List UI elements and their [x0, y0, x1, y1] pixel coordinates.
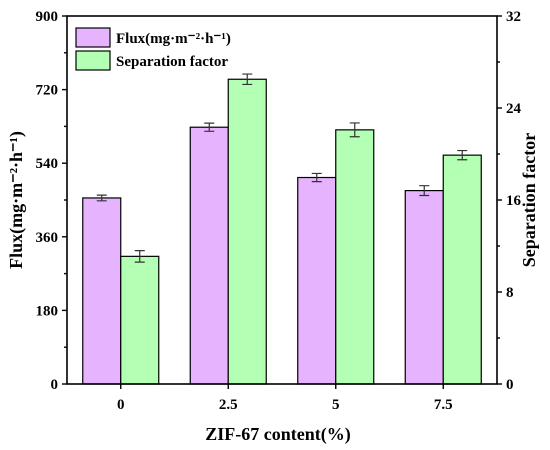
bar-flux-0: [82, 197, 122, 385]
bars-layer: [82, 78, 482, 385]
y-right-tick-label-8: 8: [506, 285, 514, 301]
x-tick-label-2.5: 2.5: [219, 397, 238, 413]
bar-separation-factor-7.5: [442, 154, 482, 385]
error-bar-flux-5: [311, 172, 322, 183]
bar-flux-5: [297, 176, 337, 385]
legend-swatch-separation-factor: [75, 50, 111, 71]
error-bar-separation-factor-0: [134, 250, 145, 263]
axes-layer: 0 2.5 5 7.5 0 180 360 540 720 900 0 8 16 24 32: [36, 9, 522, 413]
legend-label-flux: Flux(mg·m⁻²·h⁻¹): [116, 31, 231, 47]
y-axis-title-right: Separation factor: [519, 133, 539, 267]
x-tick-label-7.5: 7.5: [434, 397, 453, 413]
y-left-tick-label-360: 360: [36, 230, 59, 246]
y-right-tick-label-24: 24: [506, 101, 522, 117]
bar-separation-factor-0: [120, 255, 160, 385]
x-axis-title: ZIF-67 content(%): [205, 424, 350, 445]
y-left-tick-label-0: 0: [51, 377, 59, 393]
y-right-tick-label-32: 32: [506, 9, 521, 25]
bar-separation-factor-2.5: [227, 78, 267, 385]
legend-swatch-flux: [75, 27, 111, 48]
legend: Flux(mg·m⁻²·h⁻¹) Separation factor: [75, 27, 231, 71]
error-bar-flux-2.5: [204, 122, 215, 132]
y-right-tick-label-0: 0: [506, 377, 514, 393]
y-left-tick-label-900: 900: [36, 9, 59, 25]
x-tick-label-5: 5: [332, 397, 340, 413]
error-bar-separation-factor-7.5: [457, 149, 468, 161]
y-left-tick-label-540: 540: [36, 156, 59, 172]
bar-separation-factor-5: [335, 129, 375, 385]
error-bar-separation-factor-2.5: [242, 73, 253, 86]
error-bar-flux-0: [96, 194, 107, 202]
error-bars-layer: [96, 73, 468, 263]
y-left-tick-label-720: 720: [36, 83, 59, 99]
x-tick-label-0: 0: [117, 397, 125, 413]
y-axis-title-left: Flux(mg·m⁻²·h⁻¹): [6, 131, 27, 269]
error-bar-flux-7.5: [419, 185, 430, 197]
y-left-tick-label-180: 180: [36, 303, 59, 319]
bar-flux-7.5: [404, 189, 444, 385]
legend-label-separation-factor: Separation factor: [116, 54, 228, 70]
y-right-tick-label-16: 16: [506, 193, 522, 209]
error-bar-separation-factor-5: [349, 122, 360, 138]
bar-flux-2.5: [189, 126, 229, 385]
